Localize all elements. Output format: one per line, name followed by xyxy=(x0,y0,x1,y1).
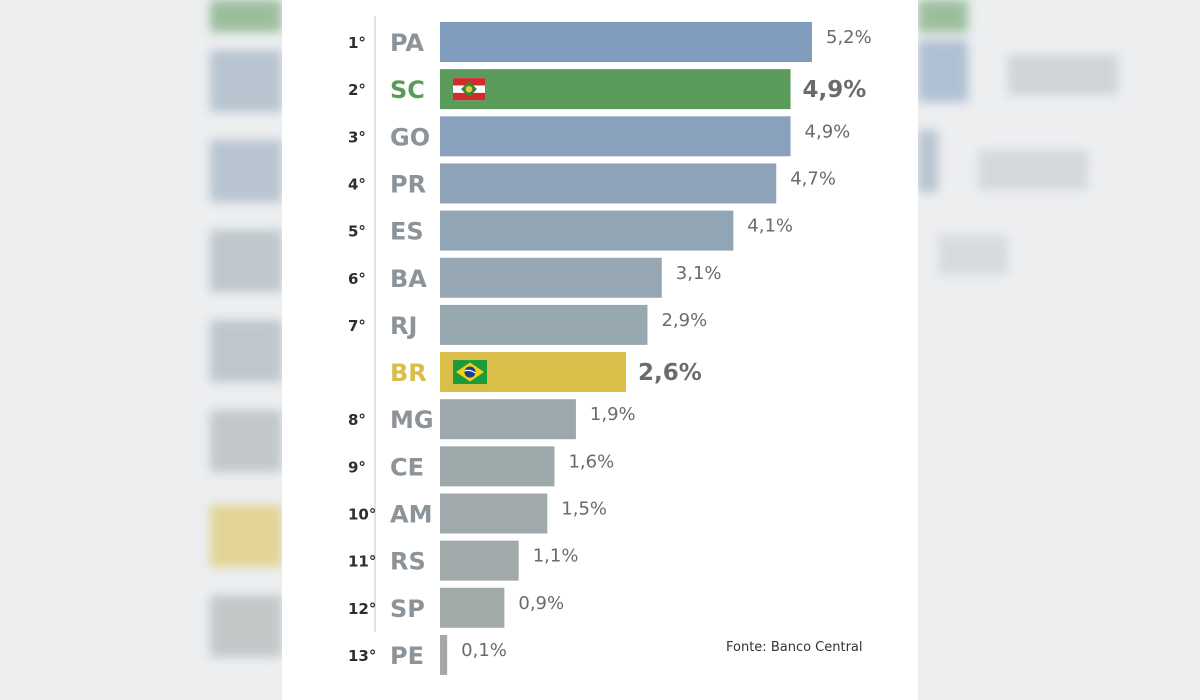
rank-label-pa: 1° xyxy=(348,34,366,52)
bar-sc xyxy=(440,69,791,110)
chart-card: 1° PA 5,2% 2° SC 4,9% 3° GO 4,9% 4° PR 4,7% 5° ES 4,1%… xyxy=(282,0,918,700)
rank-label-mg: 8° xyxy=(348,411,366,429)
bar-pr xyxy=(440,163,777,204)
state-label-pa: PA xyxy=(390,29,424,57)
value-label-am: 1,5% xyxy=(561,499,607,520)
value-label-pe: 0,1% xyxy=(461,640,507,661)
rank-label-rj: 7° xyxy=(348,317,366,335)
bar-am xyxy=(440,493,548,534)
value-label-go: 4,9% xyxy=(805,121,851,142)
value-label-es: 4,1% xyxy=(747,216,793,237)
value-label-ce: 1,6% xyxy=(568,451,614,472)
value-label-rs: 1,1% xyxy=(533,546,579,567)
value-label-sc: 4,9% xyxy=(803,77,867,103)
bar-sp xyxy=(440,587,505,628)
state-label-go: GO xyxy=(390,123,430,151)
blurred-backdrop-left xyxy=(0,0,282,700)
state-label-ce: CE xyxy=(390,453,424,481)
value-label-ba: 3,1% xyxy=(676,263,722,284)
value-label-sp: 0,9% xyxy=(518,593,564,614)
value-label-pa: 5,2% xyxy=(826,27,872,48)
brazil-flag-icon xyxy=(453,360,487,385)
bar-pe xyxy=(440,634,448,675)
bar-ce xyxy=(440,446,555,487)
source-note: Fonte: Banco Central xyxy=(726,640,863,655)
rank-label-ce: 9° xyxy=(348,458,366,476)
blurred-backdrop-right xyxy=(918,0,1200,700)
state-label-sp: SP xyxy=(390,595,425,623)
rank-label-sc: 2° xyxy=(348,81,366,99)
state-label-pr: PR xyxy=(390,170,426,198)
bar-ba xyxy=(440,257,662,298)
value-label-rj: 2,9% xyxy=(661,310,707,331)
state-label-rs: RS xyxy=(390,548,426,576)
rank-label-am: 10° xyxy=(348,506,376,524)
state-label-pe: PE xyxy=(390,642,424,670)
bar-es xyxy=(440,210,734,251)
rank-label-pe: 13° xyxy=(348,647,376,665)
state-label-rj: RJ xyxy=(390,312,417,340)
rank-label-sp: 12° xyxy=(348,600,376,618)
state-label-am: AM xyxy=(390,501,432,529)
bar-chart: 1° PA 5,2% 2° SC 4,9% 3° GO 4,9% 4° PR 4,7% 5° ES 4,1%… xyxy=(348,16,872,675)
rank-label-rs: 11° xyxy=(348,553,376,571)
rank-label-es: 5° xyxy=(348,223,366,241)
bar-rs xyxy=(440,540,519,581)
rank-label-go: 3° xyxy=(348,128,366,146)
bar-mg xyxy=(440,399,576,440)
santa-catarina-flag-icon xyxy=(453,78,485,101)
bar-pa xyxy=(440,22,812,62)
state-label-ba: BA xyxy=(390,265,427,293)
bar-go xyxy=(440,116,791,157)
value-label-mg: 1,9% xyxy=(590,404,636,425)
rank-label-ba: 6° xyxy=(348,270,366,288)
bar-rj xyxy=(440,304,648,345)
rank-label-pr: 4° xyxy=(348,175,366,193)
state-label-br: BR xyxy=(390,359,427,387)
state-label-es: ES xyxy=(390,218,424,246)
state-label-sc: SC xyxy=(390,76,425,104)
value-label-br: 2,6% xyxy=(638,360,702,386)
state-label-mg: MG xyxy=(390,406,434,434)
value-label-pr: 4,7% xyxy=(790,168,836,189)
